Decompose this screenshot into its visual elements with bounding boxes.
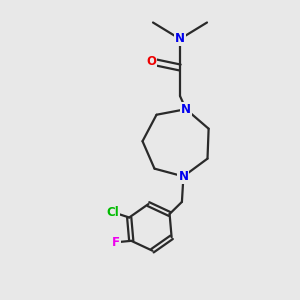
Text: N: N bbox=[175, 32, 185, 46]
Text: Cl: Cl bbox=[106, 206, 119, 219]
Text: N: N bbox=[181, 103, 191, 116]
Text: F: F bbox=[112, 236, 120, 249]
Text: O: O bbox=[146, 55, 157, 68]
Text: N: N bbox=[178, 170, 188, 183]
